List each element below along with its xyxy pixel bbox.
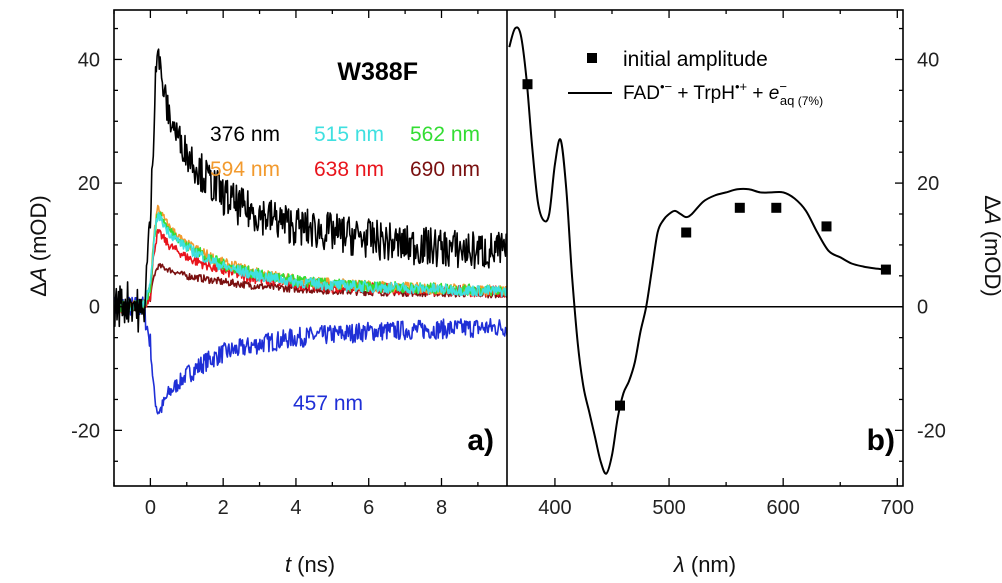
panel-b-ytick-label: 20 [917, 173, 939, 195]
panel-b-label: b) [867, 424, 895, 457]
panel-a-xtick-label: 6 [363, 497, 374, 519]
panel-b-ytick-label: -20 [917, 420, 946, 442]
panel-a-ytick-label: 40 [78, 49, 100, 71]
panel-b-xtick-label: 700 [881, 497, 914, 519]
series-label-594: 594 nm [210, 158, 280, 181]
series-label-457: 457 nm [293, 392, 363, 415]
legend-square-label: initial amplitude [623, 48, 768, 71]
series-line-515-nm [114, 211, 507, 314]
amplitude-point-690 [880, 264, 891, 275]
plot-frame [113, 9, 904, 487]
panel-a-xtick-label: 0 [145, 497, 156, 519]
spectrum-curve [508, 26, 887, 475]
legend-line-label: FAD•− + TrpH•+ + e− aq (7%) [623, 79, 823, 108]
panel-a-xtick-label: 4 [290, 497, 301, 519]
panel-b-ytick-label: 0 [917, 297, 928, 319]
panel-a-xtick-label: 2 [218, 497, 229, 519]
panel-a-title: W388F [337, 58, 418, 86]
series-line-457-nm [114, 296, 507, 415]
amplitude-point-457 [615, 400, 625, 411]
amplitude-point-638 [821, 221, 832, 232]
amplitude-point-515 [681, 227, 692, 238]
amplitude-point-376 [522, 79, 533, 90]
series-label-562: 562 nm [410, 123, 480, 146]
amplitude-point-562 [734, 202, 745, 213]
panel-a-ytick-label: 20 [78, 173, 100, 195]
panel-a-ytick-label: 0 [89, 297, 100, 319]
panel-a-label: a) [467, 424, 494, 457]
panel-b-xtick-label: 500 [652, 497, 685, 519]
amplitude-point-594 [771, 202, 782, 213]
panel-b [507, 26, 903, 475]
panel-b-xtick-label: 600 [766, 497, 799, 519]
panel-b-xtick-label: 400 [538, 497, 571, 519]
panel-b-xlabel: λ (nm) [673, 552, 736, 577]
series-label-376: 376 nm [210, 123, 280, 146]
panel-a-ylabel: ΔA (mOD) [26, 195, 51, 296]
panel-a-xtick-label: 8 [436, 497, 447, 519]
panel-a-ytick-label: -20 [71, 420, 100, 442]
panel-b-ytick-label: 40 [917, 49, 939, 71]
legend-square-marker [587, 53, 597, 63]
panel-b-ylabel: ΔA (mOD) [980, 195, 1002, 296]
panel-a [114, 48, 507, 415]
series-line-376-nm [114, 48, 507, 333]
series-label-690: 690 nm [410, 158, 480, 181]
panel-b-ticks: 400 500 600 700 -20 0 20 40 [538, 10, 946, 519]
panel-a-ticks: 0 2 4 6 8 -20 0 20 40 [71, 10, 479, 519]
series-label-515: 515 nm [314, 123, 384, 146]
panel-a-xlabel: t (ns) [285, 552, 335, 577]
series-label-638: 638 nm [314, 158, 384, 181]
